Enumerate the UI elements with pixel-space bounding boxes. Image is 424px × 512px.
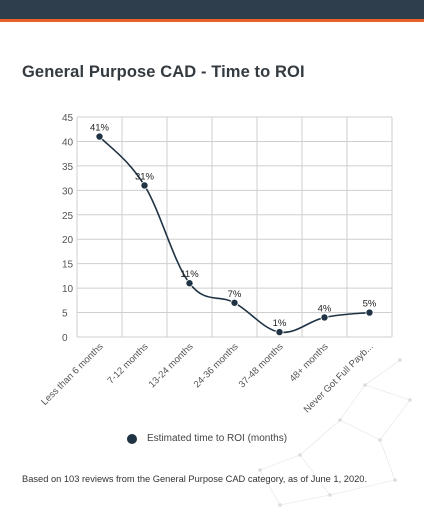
data-point xyxy=(365,308,374,317)
data-label: 1% xyxy=(273,318,287,329)
y-tick-label: 30 xyxy=(62,186,74,197)
header-accent-line xyxy=(0,19,424,22)
y-tick-label: 45 xyxy=(62,113,74,124)
data-label: 11% xyxy=(180,269,199,280)
data-point xyxy=(275,328,284,337)
y-tick-label: 10 xyxy=(62,284,74,295)
data-label: 31% xyxy=(135,171,155,182)
y-tick-label: 25 xyxy=(62,211,74,222)
data-point xyxy=(320,313,329,322)
data-label: 7% xyxy=(228,289,242,300)
y-tick-label: 35 xyxy=(62,162,74,173)
x-tick-label: 37-48 months xyxy=(237,341,286,390)
x-tick-label: 48+ months xyxy=(288,341,331,384)
line-chart: 0 5 10 15 20 25 30 35 40 45 Less than 6 months 7-12… xyxy=(39,113,393,415)
legend-marker xyxy=(127,433,137,444)
data-label: 41% xyxy=(90,123,110,134)
footnote: Based on 103 reviews from the General Pu… xyxy=(22,474,368,484)
y-tick-label: 40 xyxy=(62,137,74,148)
chart-legend: Estimated time to ROI (months) xyxy=(127,433,287,444)
y-tick-label: 5 xyxy=(62,309,68,320)
y-tick-label: 0 xyxy=(62,333,68,344)
header-bar xyxy=(0,0,424,19)
x-tick-label: 7-12 months xyxy=(105,341,150,386)
data-point xyxy=(230,298,239,307)
x-tick-label: 24-36 months xyxy=(192,341,241,390)
data-label: 4% xyxy=(318,303,332,314)
x-tick-label: 13-24 months xyxy=(147,341,196,390)
y-tick-label: 15 xyxy=(62,260,74,271)
x-tick-label: Less than 6 months xyxy=(39,341,106,408)
legend-label: Estimated time to ROI (months) xyxy=(147,433,288,444)
data-point xyxy=(185,279,194,288)
chart-title: General Purpose CAD - Time to ROI xyxy=(22,63,305,81)
data-point xyxy=(140,181,149,190)
y-tick-label: 20 xyxy=(62,235,74,246)
data-label: 5% xyxy=(363,299,377,310)
data-point xyxy=(95,132,104,141)
